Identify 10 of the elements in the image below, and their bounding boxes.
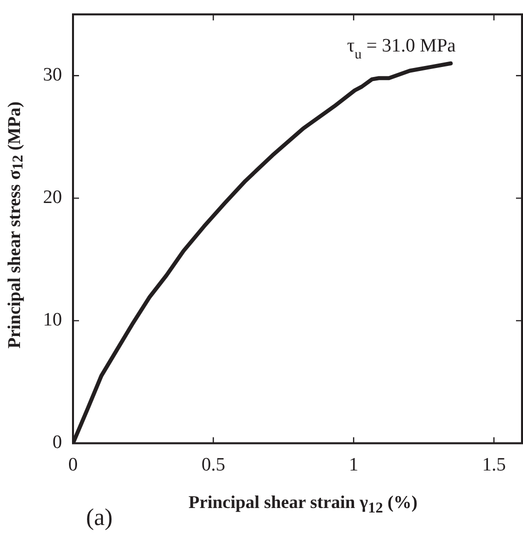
y-tick-label: 0 (52, 432, 62, 454)
x-tick-label: 1 (348, 454, 358, 476)
x-tick-label: 0 (68, 454, 78, 476)
x-axis-title: Principal shear strain γ$_{12}$ (%) (188, 492, 418, 518)
x-tick-label: 1.5 (482, 454, 506, 476)
x-tick-label: 0.5 (201, 454, 226, 476)
y-tick-label: 10 (43, 310, 62, 331)
text: (a) (86, 505, 113, 532)
y-tick-label: 20 (43, 187, 62, 208)
y-tick-label: 30 (43, 64, 62, 86)
